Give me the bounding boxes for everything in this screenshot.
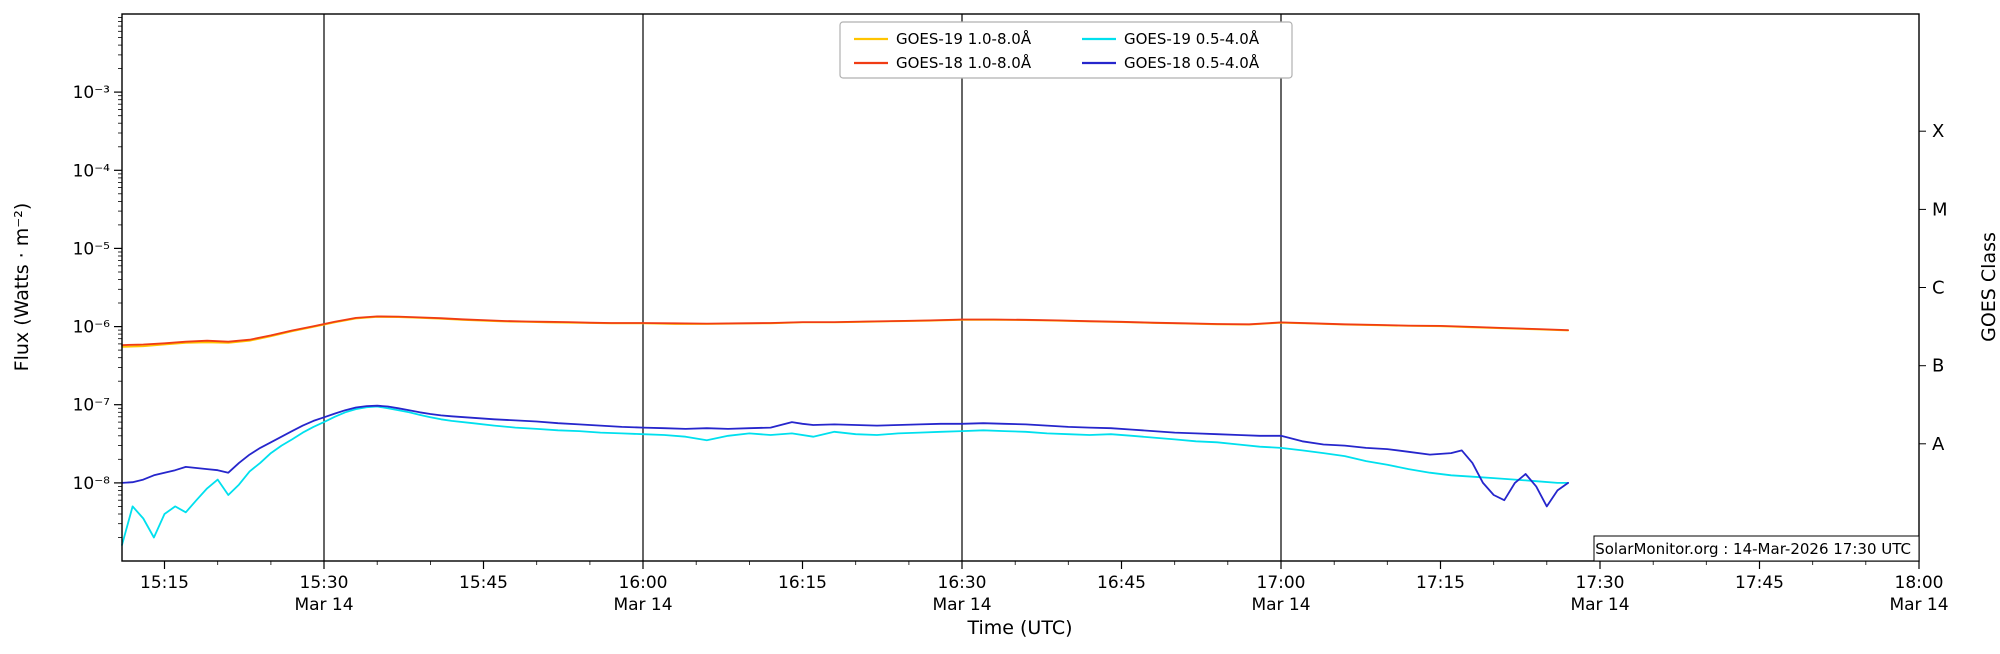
y-tick-label: 10⁻⁵: [73, 239, 110, 259]
x-tick-label: 17:00: [1257, 573, 1306, 593]
y-tick-label: 10⁻⁷: [73, 396, 111, 416]
x-tick-date-label: Mar 14: [1251, 595, 1310, 615]
x-tick-label: 18:00: [1895, 573, 1944, 593]
goes-class-label-B: B: [1932, 356, 1944, 377]
goes-class-label-M: M: [1932, 199, 1948, 220]
legend-label: GOES-19 1.0-8.0Å: [896, 29, 1032, 48]
y-tick-label: 10⁻⁴: [73, 161, 111, 181]
y-axis-label: Flux (Watts · m⁻²): [11, 203, 33, 372]
legend: GOES-19 1.0-8.0Å GOES-18 1.0-8.0Å GOES-19 …: [839, 21, 1293, 79]
x-tick-label: 15:30: [300, 573, 349, 593]
legend-label: GOES-18 0.5-4.0Å: [1124, 53, 1260, 72]
x-tick-label: 16:15: [778, 573, 827, 593]
legend-label: GOES-18 1.0-8.0Å: [896, 53, 1032, 72]
goes-class-label-X: X: [1932, 121, 1944, 142]
x-tick-label: 16:30: [938, 573, 987, 593]
plot-annotations: SolarMonitor.org : 14-Mar-2026 17:30 UTC…: [11, 203, 2000, 639]
x-tick-date-label: Mar 14: [613, 595, 672, 615]
y-axis-ticks: 10⁻³ 10⁻⁴ 10⁻⁵ 10⁻⁶ 10⁻⁷ 10⁻⁸: [73, 17, 122, 538]
x-tick-label: 17:30: [1576, 573, 1625, 593]
x-tick-label: 17:45: [1735, 573, 1784, 593]
x-tick-date-label: Mar 14: [1889, 595, 1948, 615]
x-axis-label: Time (UTC): [966, 617, 1072, 639]
x-tick-date-label: Mar 14: [932, 595, 991, 615]
legend-label: GOES-19 0.5-4.0Å: [1124, 29, 1260, 48]
plot-border: [121, 13, 1920, 562]
y-tick-label: 10⁻⁸: [73, 474, 111, 494]
y-tick-label: 10⁻⁶: [73, 318, 111, 338]
x-tick-date-label: Mar 14: [1570, 595, 1629, 615]
goes-class-axis-label: GOES Class: [1978, 232, 2000, 342]
watermark-box: [1593, 535, 1920, 562]
series-goes19-short: [121, 405, 1569, 546]
x-tick-label: 15:15: [140, 573, 189, 593]
series-goes18-long: [121, 315, 1569, 347]
goes-class-ticks: X M C B A: [1919, 121, 1948, 455]
vertical-gridlines: [323, 14, 1282, 561]
x-tick-label: 17:15: [1416, 573, 1465, 593]
x-tick-label: 16:45: [1097, 573, 1146, 593]
legend-box: [839, 21, 1293, 79]
x-tick-date-label: Mar 14: [294, 595, 353, 615]
series-lines: [121, 315, 1569, 546]
watermark: SolarMonitor.org : 14-Mar-2026 17:30 UTC: [1595, 540, 1911, 558]
series-goes18-short: [121, 404, 1569, 508]
goes-class-label-A: A: [1932, 434, 1945, 455]
x-tick-label: 15:45: [459, 573, 508, 593]
y-tick-label: 10⁻³: [73, 83, 110, 103]
x-tick-label: 16:00: [619, 573, 668, 593]
goes-class-label-C: C: [1932, 278, 1945, 299]
